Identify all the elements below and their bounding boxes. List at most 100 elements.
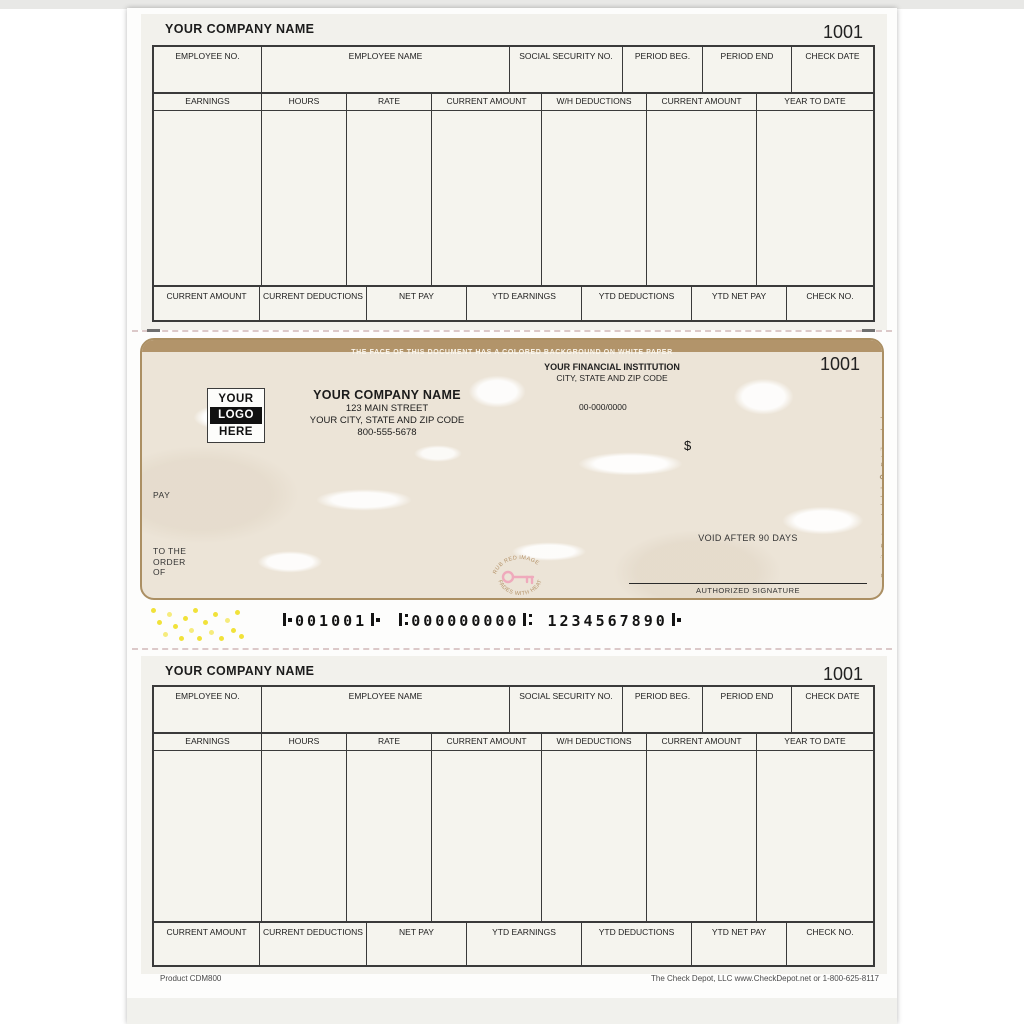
authorized-signature-label: AUTHORIZED SIGNATURE: [695, 586, 801, 595]
logo-line: YOUR: [218, 393, 254, 405]
perforation-tick: [862, 329, 875, 332]
stub-table: EMPLOYEE NO. EMPLOYEE NAME SOCIAL SECURI…: [152, 685, 875, 967]
svg-text:RUB RED IMAGE: RUB RED IMAGE: [492, 555, 540, 575]
security-features-text: Security Features Included: [880, 486, 884, 578]
laser-check-sheet: YOUR COMPANY NAME 1001 EMPLOYEE NO. EMPL…: [127, 8, 897, 1024]
logo-placeholder: YOUR LOGO HERE: [207, 388, 265, 443]
stub-summary-cell: NET PAY: [367, 287, 467, 320]
stub-detail-col: HOURS: [262, 94, 347, 285]
stub-info-cell: PERIOD END: [703, 47, 792, 92]
logo-line: LOGO: [210, 407, 262, 424]
stub-summary-cell: YTD DEDUCTIONS: [582, 287, 692, 320]
micr-transit-icon: [522, 613, 533, 626]
stub-info-cell: EMPLOYEE NO.: [154, 687, 262, 732]
security-side-text: Security Features Included Details on ba…: [878, 385, 884, 598]
stub-detail-col: CURRENT AMOUNT: [647, 734, 757, 921]
stub-detail-col: W/H DEDUCTIONS: [542, 94, 647, 285]
micr-onus-icon: [282, 613, 292, 626]
micr-transit-icon: [398, 613, 409, 626]
stub-summary-cell: CHECK NO.: [806, 291, 854, 301]
stub-table: EMPLOYEE NO. EMPLOYEE NAME SOCIAL SECURI…: [152, 45, 875, 322]
stub-summary-cell: YTD NET PAY: [692, 923, 787, 965]
heat-sensitive-seal: RUB RED IMAGE FADES WITH HEAT: [492, 555, 544, 597]
seal-text-top: RUB RED IMAGE: [492, 555, 540, 575]
micr-account-number: 1234567890: [547, 612, 668, 630]
seal-text-bottom: FADES WITH HEAT: [497, 579, 544, 597]
stub-info-cell: SOCIAL SECURITY NO.: [510, 687, 623, 732]
stub-check-number: 1001: [822, 664, 863, 684]
company-address2: YOUR CITY, STATE AND ZIP CODE: [309, 415, 465, 426]
routing-fraction: 00-000/0000: [579, 402, 627, 412]
vendor-contact: The Check Depot, LLC www.CheckDepot.net …: [651, 974, 879, 983]
signature-line: [629, 583, 867, 584]
stub-detail-col: W/H DEDUCTIONS: [542, 734, 647, 921]
stub-detail-col: EARNINGS: [154, 94, 262, 285]
stub-detail-col: YEAR TO DATE: [757, 94, 873, 285]
stub-summary-cell: NET PAY: [367, 923, 467, 965]
stub-detail-row: EARNINGS HOURS RATE CURRENT AMOUNT W/H D…: [154, 734, 873, 921]
stub-summary-row: CURRENT AMOUNT CURRENT DEDUCTIONS NET PA…: [154, 921, 873, 965]
stub-company-name: YOUR COMPANY NAME: [165, 22, 315, 36]
micr-routing-number: 000000000: [411, 612, 520, 630]
stub-company-name: YOUR COMPANY NAME: [165, 664, 315, 678]
stub-summary-cell: YTD EARNINGS: [467, 923, 582, 965]
details-on-back-text: Details on back.: [880, 412, 884, 467]
micr-line: 001001 000000000 1234567890: [279, 612, 684, 630]
stub-detail-col: CURRENT AMOUNT: [647, 94, 757, 285]
perforation-line-top: [132, 330, 892, 332]
company-name: YOUR COMPANY NAME: [313, 388, 461, 402]
stub-detail-row: EARNINGS HOURS RATE CURRENT AMOUNT W/H D…: [154, 94, 873, 285]
svg-text:FADES WITH HEAT: FADES WITH HEAT: [497, 579, 544, 597]
stub-info-cell: EMPLOYEE NO.: [154, 47, 262, 92]
stub-info-cell: EMPLOYEE NAME: [262, 47, 510, 92]
stub-summary-cell: CURRENT AMOUNT: [154, 923, 260, 965]
stub-info-row: EMPLOYEE NO. EMPLOYEE NAME SOCIAL SECURI…: [154, 47, 873, 94]
page-bottom-band: [127, 998, 897, 1024]
security-dot-pattern: [151, 608, 156, 613]
stub-summary-cell: CHECK NO.: [806, 927, 854, 937]
check-face: THE FACE OF THIS DOCUMENT HAS A COLORED …: [140, 338, 884, 600]
stub-info-cell: PERIOD BEG.: [623, 687, 703, 732]
micr-onus-icon: [370, 613, 381, 626]
bank-address: CITY, STATE AND ZIP CODE: [556, 373, 668, 383]
pay-label: PAY: [153, 490, 171, 500]
stub-info-cell: SOCIAL SECURITY NO.: [510, 47, 623, 92]
stub-summary-cell: YTD NET PAY: [692, 287, 787, 320]
stub-info-cell: CHECK DATE: [805, 51, 860, 61]
stub-info-cell: EMPLOYEE NAME: [262, 687, 510, 732]
company-block: YOUR COMPANY NAME 123 MAIN STREET YOUR C…: [272, 388, 502, 438]
perforation-line-bottom: [132, 648, 892, 650]
bank-block: YOUR FINANCIAL INSTITUTION CITY, STATE A…: [522, 362, 702, 383]
stub-info-cell: PERIOD END: [703, 687, 792, 732]
stub-detail-col: CURRENT AMOUNT: [432, 734, 542, 921]
stub-detail-col: EARNINGS: [154, 734, 262, 921]
payroll-stub-top: YOUR COMPANY NAME 1001 EMPLOYEE NO. EMPL…: [141, 14, 887, 330]
stub-info-cell: PERIOD BEG.: [623, 47, 703, 92]
stub-summary-cell: CURRENT AMOUNT: [154, 287, 260, 320]
check-security-banner: THE FACE OF THIS DOCUMENT HAS A COLORED …: [142, 340, 882, 356]
banner-text: THE FACE OF THIS DOCUMENT HAS A COLORED …: [351, 349, 673, 356]
stub-detail-col: YEAR TO DATE: [757, 734, 873, 921]
stub-summary-cell: YTD DEDUCTIONS: [582, 923, 692, 965]
stub-summary-cell: CURRENT DEDUCTIONS: [260, 923, 367, 965]
stub-detail-col: RATE: [347, 734, 432, 921]
logo-line: HERE: [219, 425, 253, 438]
stub-summary-cell: YTD EARNINGS: [467, 287, 582, 320]
micr-onus-icon: [671, 613, 681, 626]
page-top-band: [0, 0, 1024, 9]
payroll-stub-bottom: YOUR COMPANY NAME 1001 EMPLOYEE NO. EMPL…: [141, 656, 887, 974]
micr-check-number: 001001: [295, 612, 368, 630]
stub-summary-cell: CURRENT DEDUCTIONS: [260, 287, 367, 320]
stub-detail-col: HOURS: [262, 734, 347, 921]
to-the-order-of-label: TO THE ORDER OF: [153, 546, 187, 577]
padlock-icon: [879, 474, 882, 479]
stub-info-cell: CHECK DATE: [805, 691, 860, 701]
bank-name: YOUR FINANCIAL INSTITUTION: [544, 362, 680, 372]
product-code: Product CDM800: [160, 974, 222, 983]
stub-info-row: EMPLOYEE NO. EMPLOYEE NAME SOCIAL SECURI…: [154, 687, 873, 734]
stub-detail-col: RATE: [347, 94, 432, 285]
dollar-sign: $: [684, 438, 692, 453]
stub-summary-row: CURRENT AMOUNT CURRENT DEDUCTIONS NET PA…: [154, 285, 873, 320]
key-icon: [501, 570, 535, 585]
void-after-note: VOID AFTER 90 DAYS: [698, 533, 798, 543]
